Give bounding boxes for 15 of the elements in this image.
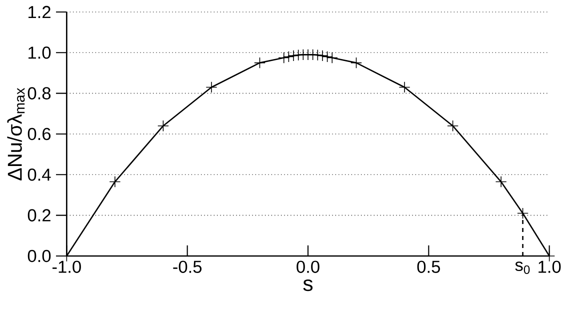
y-tick-label: 0.6	[28, 128, 51, 140]
y-tick-label: 1.0	[28, 46, 51, 59]
y-tick-label: 0.4	[28, 168, 51, 181]
x-tick-label: -1.0	[52, 260, 81, 273]
x-tick-label: 0.5	[417, 260, 440, 273]
x-axis-title: s	[303, 279, 313, 292]
x-tick-label: -0.5	[173, 260, 202, 273]
y-tick-label: 0.0	[28, 250, 51, 262]
ref-line-label: s$_{0}$	[515, 262, 530, 274]
y-tick-label: 1.2	[28, 6, 50, 18]
y-tick-label: 0.2	[28, 209, 50, 222]
y-axis-title: ΔNu/σλ$_{max}$	[7, 88, 25, 180]
x-tick-label: 1.0	[538, 260, 561, 273]
x-tick-label: 0.0	[296, 260, 320, 273]
y-tick-label: 0.8	[28, 87, 51, 100]
